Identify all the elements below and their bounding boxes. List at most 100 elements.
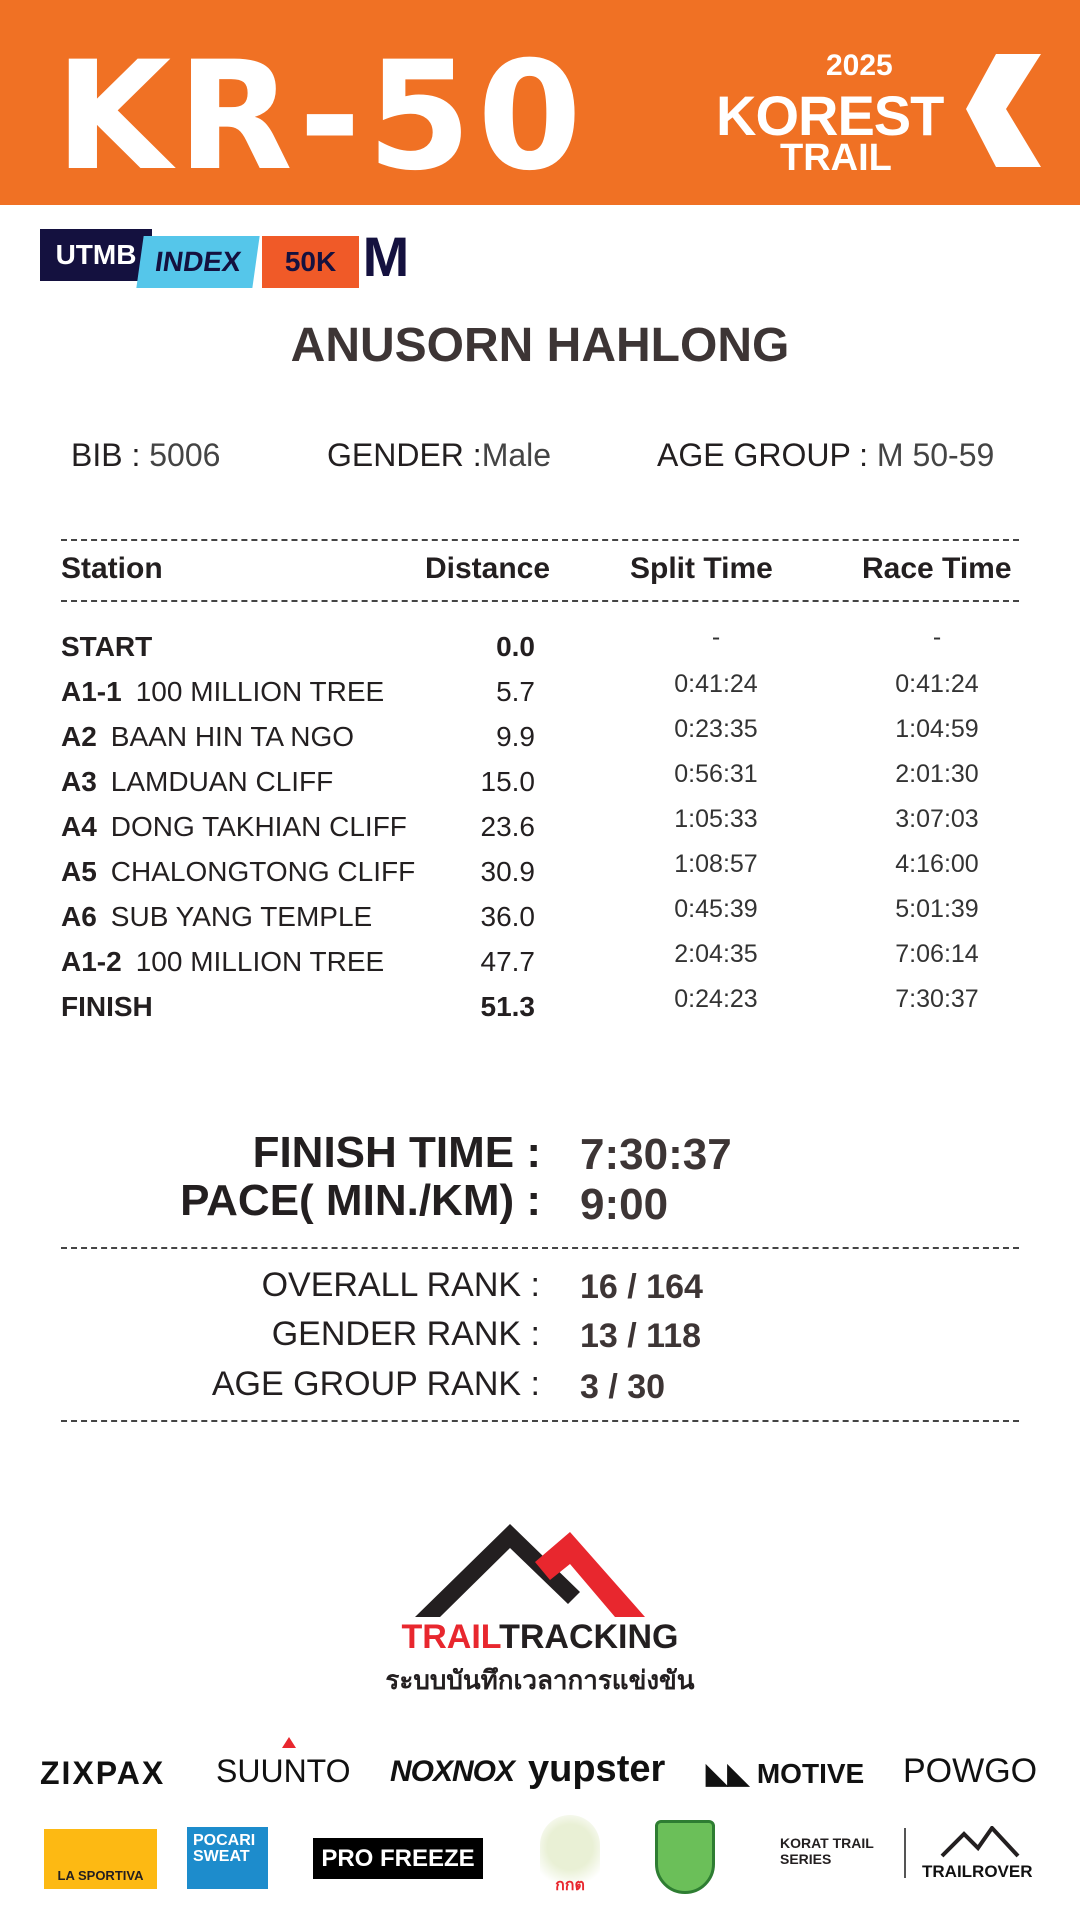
station-name: CHALONGTONG CLIFF [110,856,416,887]
split-time: 0:23:35 [674,715,758,743]
sponsor-motive: ◣◣ MOTIVE [706,1758,865,1789]
table-row: A3 LAMDUAN CLIFF 15.0 0:56:31 2:01:30 [0,760,1080,810]
station-code: A6 [61,901,97,932]
trailtracking-tagline: ระบบบันทึกเวลาการแข่งขัน [385,1666,695,1696]
distance: 9.9 [496,721,535,752]
distance: 51.3 [480,991,536,1022]
station-name: 100 MILLION TREE [135,946,385,977]
divider [61,1247,1019,1249]
trailtracking-logo: TRAILTRACKING [0,1618,1080,1657]
col-station: Station [61,552,163,585]
sponsor-pocari: POCARI SWEAT [187,1827,268,1889]
trailrover-mountain-icon [940,1826,1020,1858]
bib-label: BIB : [71,437,141,473]
sponsor-park-emblem [655,1820,715,1894]
pace: 9:00 [580,1180,669,1229]
split-time: 1:05:33 [674,805,758,833]
sponsor-emblem: กกต [540,1815,600,1895]
gender-label: GENDER : [327,437,482,473]
station: A5 CHALONGTONG CLIFF [61,856,415,888]
station: START [61,631,166,663]
divider [61,539,1019,541]
table-row: A2 BAAN HIN TA NGO 9.9 0:23:35 1:04:59 [0,715,1080,765]
divider [904,1828,906,1878]
suunto-triangle-icon [282,1737,296,1748]
distance: 30.9 [480,856,536,887]
split-time: 2:04:35 [674,940,758,968]
finish-time: 7:30:37 [580,1130,732,1179]
station: A1-1 100 MILLION TREE [61,676,384,708]
station-code: A3 [61,766,97,797]
runner-name: ANUSORN HAHLONG [290,319,790,372]
sponsor-powgo: POWGO [903,1752,1038,1790]
pace-label: PACE( MIN./KM) : [180,1176,541,1225]
distance: 23.6 [480,811,536,842]
distance: 47.7 [480,946,536,977]
sponsor-zixpax: ZIXPAX [40,1755,166,1791]
age-group-rank-label: AGE GROUP RANK : [211,1365,540,1403]
overall-rank-label: OVERALL RANK : [261,1266,540,1304]
event-name: KOREST [716,84,944,147]
col-split: Split Time [630,552,773,585]
sponsor-la-sportiva: LA SPORTIVA [44,1829,157,1889]
distance: 15.0 [480,766,536,797]
gender-rank: 13 / 118 [580,1317,702,1355]
race-time: 7:06:14 [895,940,979,968]
brand-a: TRAIL [401,1618,500,1656]
race-time: - [932,623,942,651]
sponsor-noxnox: NOXNOX [390,1755,515,1788]
split-time: 0:24:23 [674,985,758,1013]
station-name: 100 MILLION TREE [135,676,385,707]
event-name-2: TRAIL [780,137,892,179]
race-time: 3:07:03 [895,805,979,833]
motive-label: MOTIVE [756,1758,865,1789]
col-distance: Distance [425,552,551,585]
bib-value: 5006 [149,437,221,473]
korest-trail-logo: 2025 KOREST TRAIL [716,49,1041,179]
gender-rank-label: GENDER RANK : [271,1315,540,1353]
table-row: A4 DONG TAKHIAN CLIFF 23.6 1:05:33 3:07:0… [0,805,1080,855]
divider [61,1420,1019,1422]
table-row: FINISH 51.3 0:24:23 7:30:37 [0,985,1080,1035]
overall-rank: 16 / 164 [580,1268,703,1306]
age-group-value: M 50-59 [876,437,995,473]
sponsor-suunto: SUUNTO [216,1753,351,1789]
utmb-badge: UTMB [40,229,152,281]
race-time: 2:01:30 [895,760,979,788]
age-group-label: AGE GROUP : [657,437,869,473]
station-code: FINISH [61,991,153,1022]
x-mark-icon [966,54,1041,167]
table-row: START 0.0 - - [0,623,1080,675]
split-time: - [711,623,721,651]
table-row: A5 CHALONGTONG CLIFF 30.9 1:08:57 4:16:00 [0,850,1080,900]
race-time: 7:30:37 [895,985,979,1013]
station: FINISH [61,991,167,1023]
col-race: Race Time [862,552,1012,585]
distance: 36.0 [480,901,536,932]
station-name: BAAN HIN TA NGO [110,721,355,752]
station-name: DONG TAKHIAN CLIFF [110,811,407,842]
race-time: 0:41:24 [895,670,979,698]
race-time: 5:01:39 [895,895,979,923]
split-time: 0:56:31 [674,760,758,788]
split-time: 1:08:57 [674,850,758,878]
distance: 5.7 [496,676,535,707]
table-row: A1-2 100 MILLION TREE 47.7 2:04:35 7:06:1… [0,940,1080,990]
sponsor-pro-freeze: PRO FREEZE [313,1838,483,1879]
gender-value: Male [481,437,552,473]
age-group: AGE GROUP : M 50-59 [657,437,994,474]
gender-badge: M [362,224,410,288]
header-banner [0,0,1080,205]
finish-time-label: FINISH TIME : [252,1128,541,1177]
gender: GENDER :Male [327,437,551,474]
category-badge: 50K [262,236,359,288]
station: A1-2 100 MILLION TREE [61,946,384,978]
station-code: A1-1 [61,676,122,707]
split-time: 0:45:39 [674,895,758,923]
trailtracking-mountain-icon [415,1524,645,1617]
race-time: 1:04:59 [895,715,979,743]
station-code: START [61,631,153,662]
split-time: 0:41:24 [674,670,758,698]
station: A3 LAMDUAN CLIFF [61,766,333,798]
age-group-rank: 3 / 30 [580,1368,666,1406]
